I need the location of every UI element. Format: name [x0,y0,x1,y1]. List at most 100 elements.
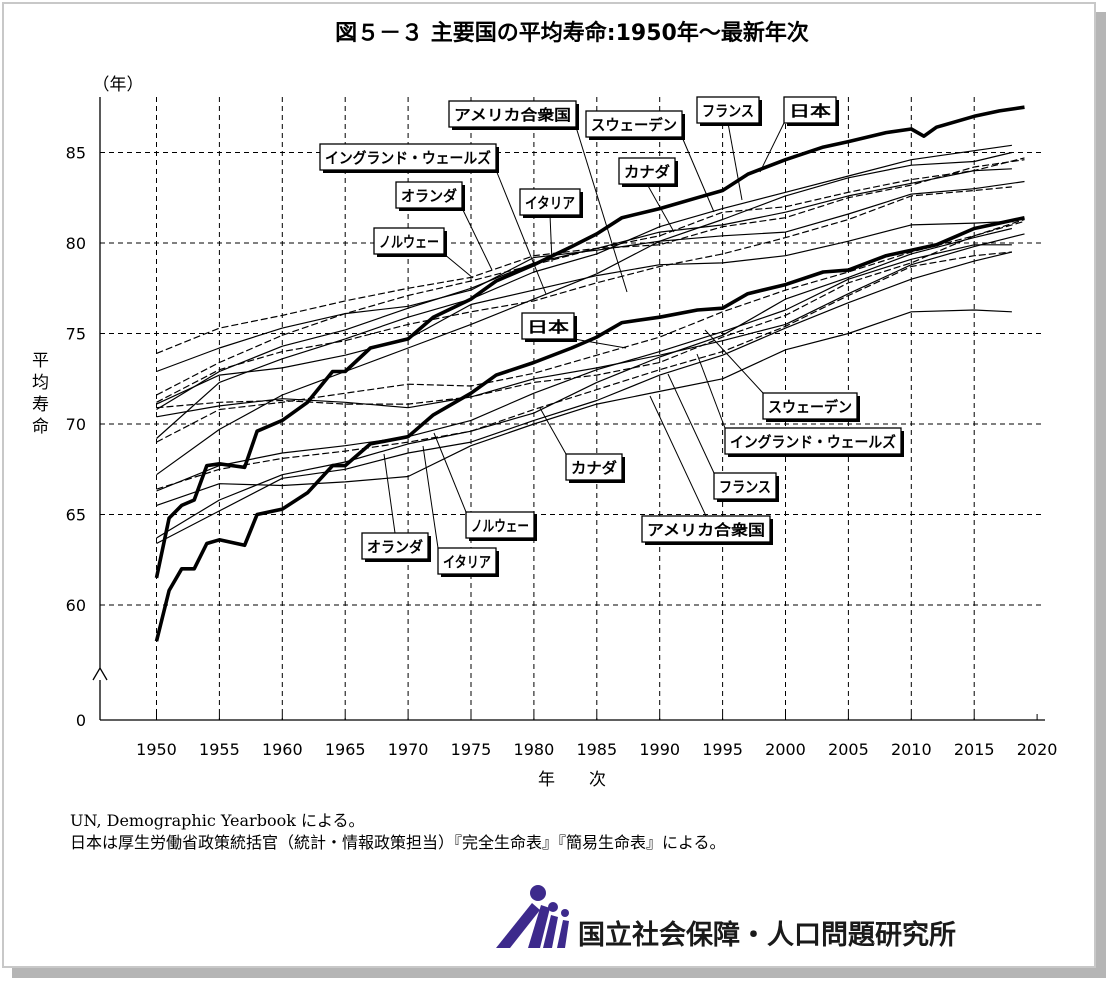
x-tick-label: 1990 [639,740,680,759]
series-line-male [156,309,1012,506]
label-leader-line [667,373,715,474]
label-leader-line [549,214,553,263]
series-label: イタリア [443,553,491,571]
series-line-female [156,186,1012,403]
series-line-male [156,251,1012,490]
y-tick-label: 75 [66,325,86,344]
label-leader-line [539,407,567,455]
series-line-male [156,227,1013,539]
series-line-female [156,180,1025,373]
label-leader-line [759,122,785,173]
label-box [696,96,760,124]
series-lines [154,105,1025,642]
y-tick-label: 85 [66,144,86,163]
series-line-male [156,251,1013,545]
series-line-male [156,233,1025,418]
series-label: 日本 [789,102,831,120]
x-tick-label: 1980 [514,740,555,759]
label-box [762,392,858,420]
chart-frame [2,2,1096,968]
label-box [373,227,445,255]
y-tick-label: 65 [66,506,86,525]
axis-break-icon [92,666,108,681]
label-box [519,188,581,216]
y-axis-unit: （年） [93,75,144,95]
label-box [724,427,902,455]
x-tick-label: 1955 [199,740,240,759]
label-box [641,515,771,543]
label-box [361,532,429,560]
y-tick-label: 80 [66,234,86,253]
series-label: スウェーデン [591,116,677,134]
label-leader-line [422,445,439,549]
series-label: ノルウェー [471,517,529,535]
series-line-male [156,244,1012,492]
label-leader-line [383,453,396,534]
y-axis-label-char: 寿 [32,395,49,415]
series-label: オランダ [367,538,423,556]
label-leader-line [461,207,493,271]
x-tick-label: 1965 [325,740,366,759]
x-tick-label: 1995 [702,740,743,759]
series-label: カナダ [624,163,670,181]
label-leader-line [649,395,707,517]
label-leader-line [646,183,675,233]
label-box [465,511,535,539]
series-line-male [156,218,1025,443]
label-leader-line [495,169,547,295]
label-box [395,181,463,209]
y-axis-label-char: 平 [32,351,49,371]
y-axis-label-char: 均 [32,373,49,393]
label-box [565,453,623,481]
x-tick-label: 1975 [451,740,492,759]
x-axis-label: 年 次 [538,770,606,790]
y-tick-label: 0 [76,711,86,730]
series-line-male [156,220,1025,409]
x-tick-label: 1950 [136,740,177,759]
label-box [437,547,497,575]
series-label: イングランド・ウェールズ [325,149,491,167]
chart-title: 図５－３ 主要国の平均寿命:1950年～最新年次 [335,20,809,46]
label-leader-line [575,126,628,293]
y-axis-label-char: 命 [32,417,49,437]
label-leader-line [727,122,743,201]
x-tick-label: 2005 [828,740,869,759]
series-line-male [154,215,1025,642]
x-tick-label: 2000 [765,740,806,759]
series-label: 日本 [527,318,569,336]
series-label: ノルウェー [379,233,439,251]
label-box [783,96,837,124]
organization-name: 国立社会保障・人口問題研究所 [578,919,956,951]
label-box [521,312,575,340]
ipss-logo-icon [496,885,569,948]
series-line-female [156,144,1012,439]
axes: 1950 1955 1960 1965 1970 1975 1980 1985 1990 1995… [66,97,1058,759]
label-box [448,100,577,128]
series-label: アメリカ合衆国 [647,521,765,539]
series-label: フランス [702,102,754,120]
x-tick-label: 1985 [576,740,617,759]
label-leader-line [433,432,467,513]
source-note-2: 日本は厚生労働省政策統括官（統計・情報政策担当）『完全生命表』『簡易生命表』によ… [70,833,726,852]
series-label: フランス [719,478,771,496]
label-box [319,143,497,171]
label-leader-line [681,136,715,213]
x-tick-label: 2015 [954,740,995,759]
source-note-1: UN, Demographic Yearbook による。 [70,811,365,830]
y-tick-label: 70 [66,415,86,434]
label-leader-line [443,253,474,279]
label-box [618,157,676,185]
series-label: オランダ [401,187,457,205]
series-label: イングランド・ウェールズ [730,433,896,451]
label-leader-line [704,329,764,394]
series-label: スウェーデン [768,398,852,416]
y-tick-label: 60 [66,596,86,615]
series-label: アメリカ合衆国 [454,106,571,124]
x-tick-label: 1960 [262,740,303,759]
series-label: カナダ [571,459,617,477]
x-tick-label: 1970 [388,740,429,759]
series-line-female [156,159,1025,354]
x-tick-label: 2020 [1017,740,1058,759]
